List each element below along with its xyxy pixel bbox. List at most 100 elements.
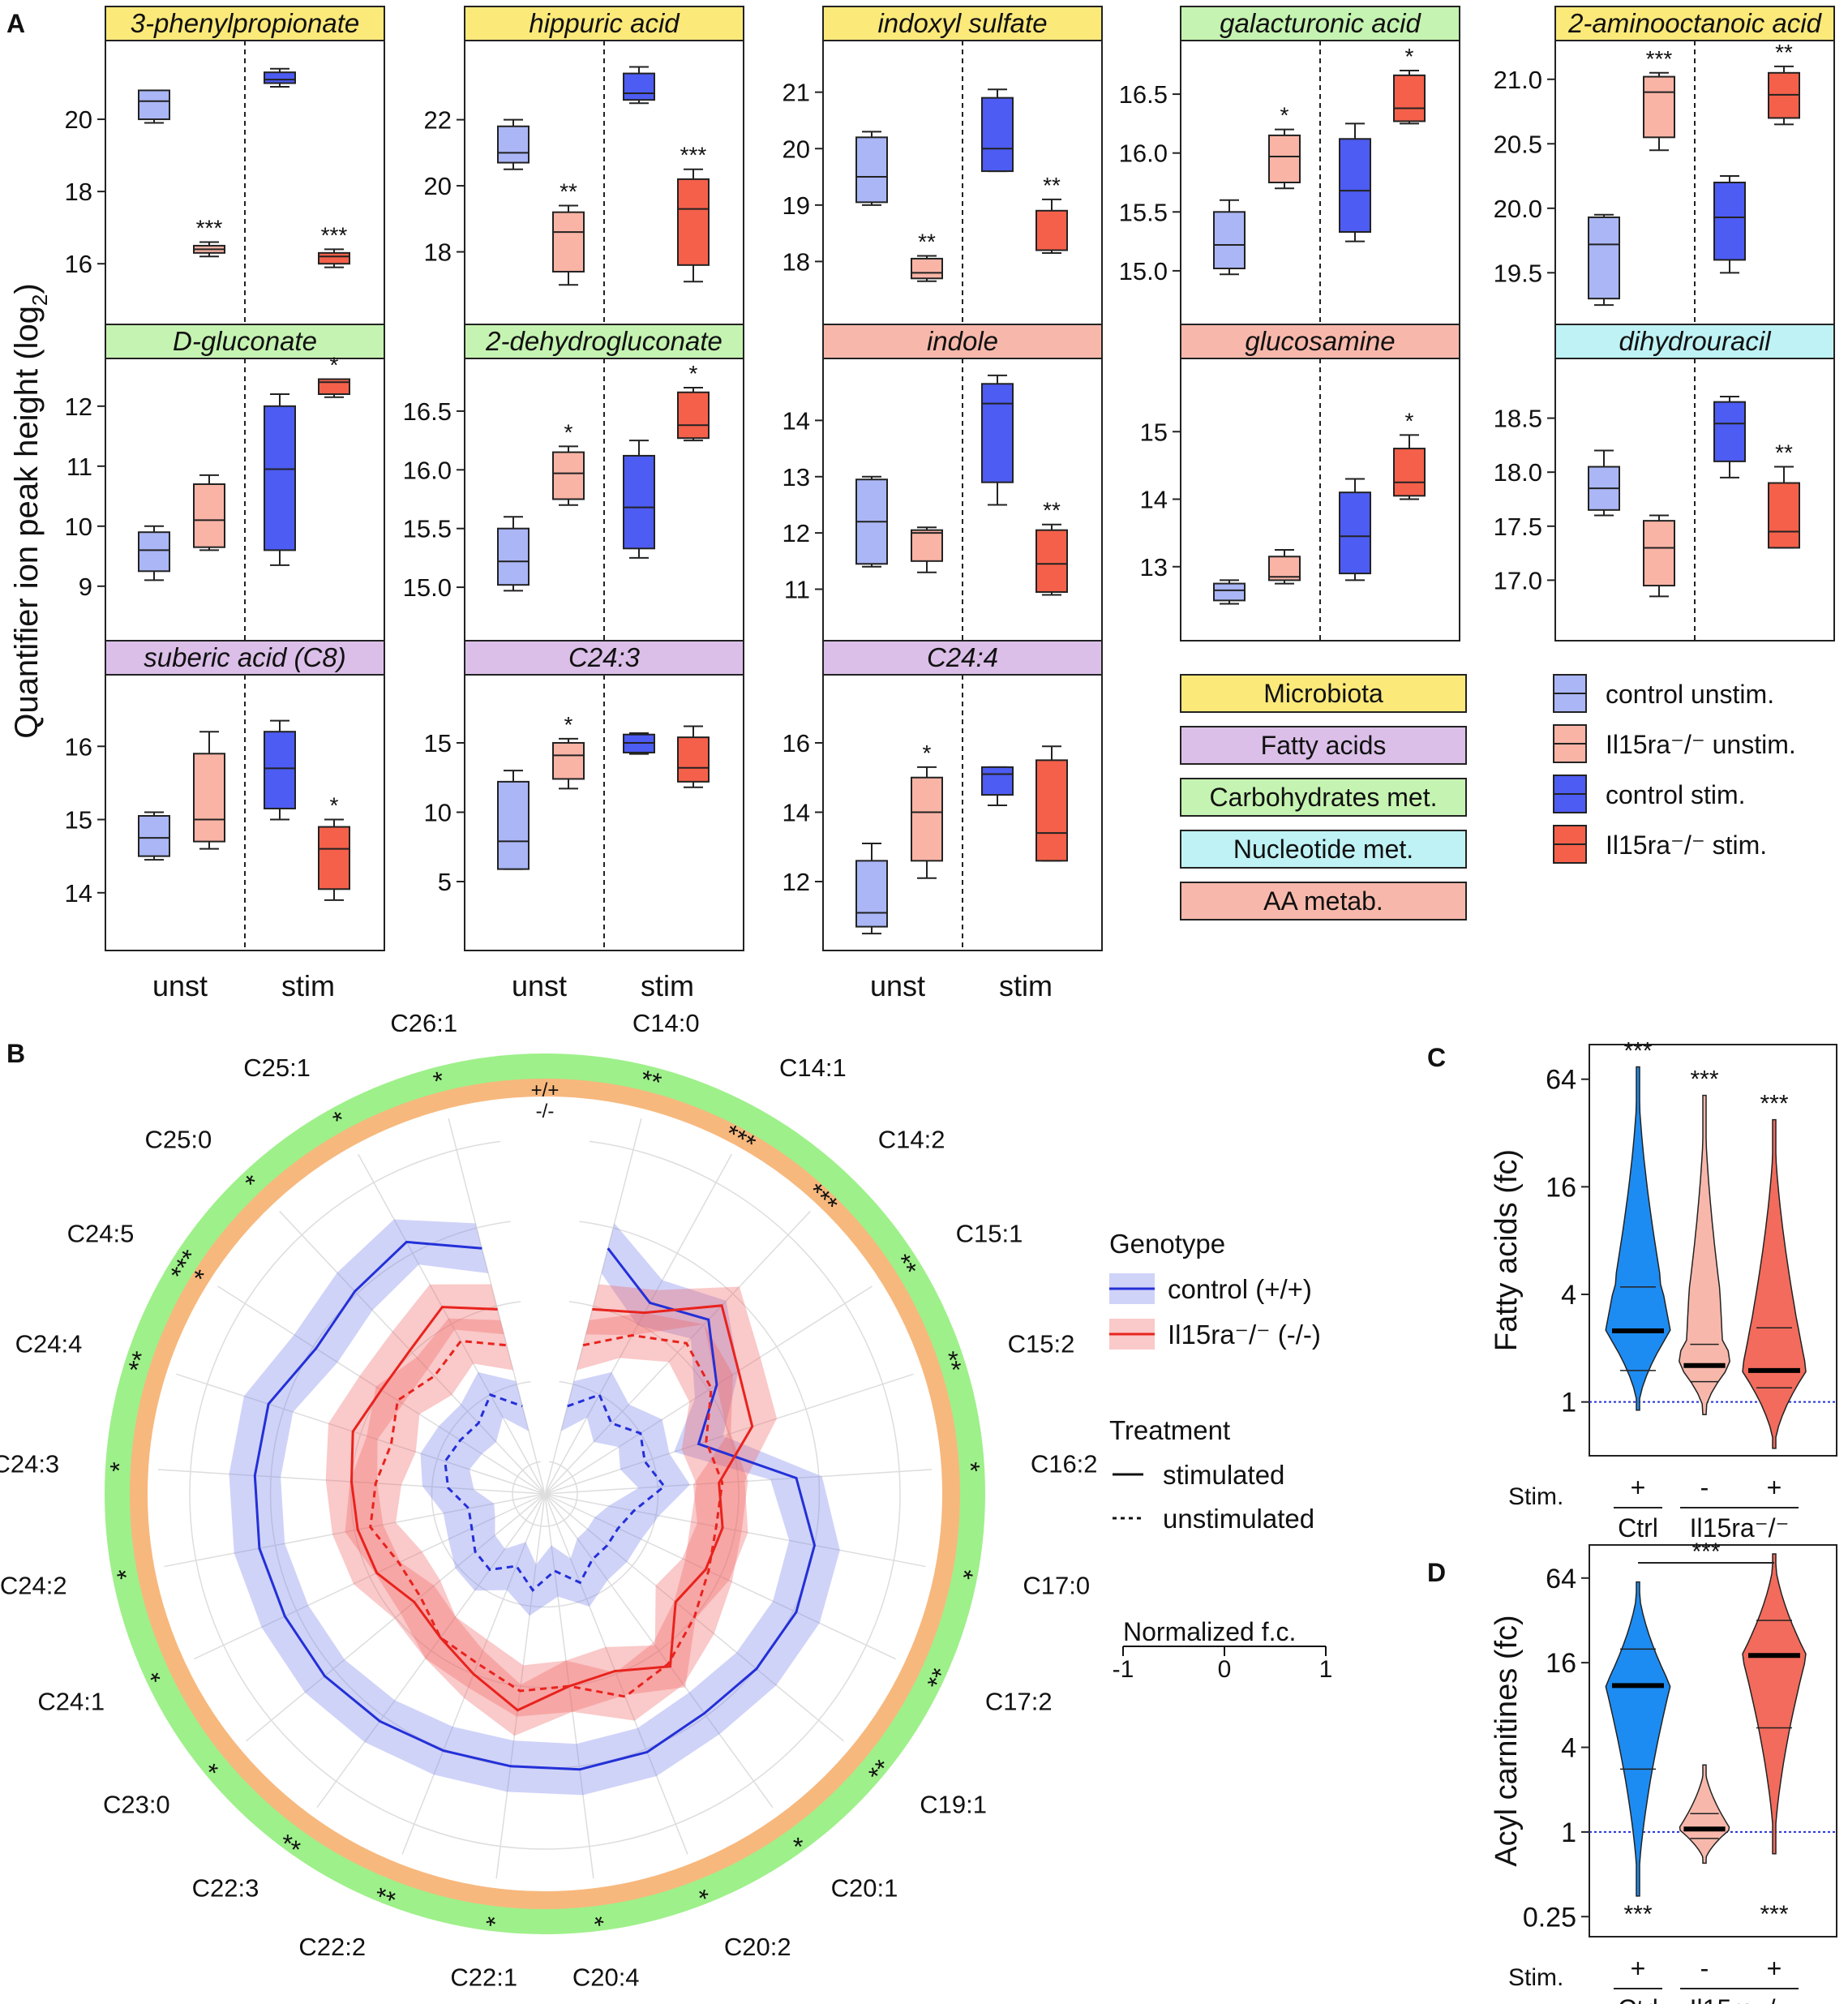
box-body xyxy=(138,89,170,121)
y-tick-label: 14 xyxy=(783,406,810,435)
radar-axis-label: C14:1 xyxy=(779,1053,847,1082)
violin-frame xyxy=(1589,1044,1837,1457)
x-label-unst: unst xyxy=(870,969,925,1002)
legend-category-box xyxy=(1180,674,1467,713)
group-label-ko: Il15ra⁻/⁻ xyxy=(1690,1994,1790,2004)
violin-y-axis-label: Acyl carnitines (fc) xyxy=(1490,1615,1524,1866)
x-label-stim: stim xyxy=(641,969,694,1002)
box-body xyxy=(855,136,888,204)
y-tick-label: 1 xyxy=(1561,1388,1576,1418)
significance-stars: * xyxy=(330,793,339,818)
violin-body xyxy=(1605,1581,1671,1897)
significance-stars: *** xyxy=(321,222,348,247)
y-tick-label: 9 xyxy=(79,573,92,601)
radar-spoke xyxy=(164,1493,546,1568)
radar-axis-label: C24:1 xyxy=(37,1687,105,1715)
y-tick-label: 20 xyxy=(783,135,810,163)
boxplot-title-strip xyxy=(105,640,385,676)
significance-stars: * xyxy=(564,712,573,737)
box-body xyxy=(1268,134,1301,183)
radar-spoke xyxy=(544,1118,642,1495)
box-body xyxy=(138,531,170,573)
radar-spoke xyxy=(448,1118,546,1495)
box-body xyxy=(497,125,530,164)
legend-category-label: Nucleotide met. xyxy=(1233,835,1413,864)
legend-group-label: Il15ra⁻/⁻ stim. xyxy=(1606,830,1767,860)
significance-stars: *** xyxy=(1646,46,1673,71)
significance-stars: ** xyxy=(1775,40,1793,65)
y-tick-label: 64 xyxy=(1546,1564,1576,1594)
radar-axis-label: C24:3 xyxy=(0,1449,59,1478)
radar-axis-label: C15:1 xyxy=(956,1220,1023,1248)
radar-axis-label: C20:4 xyxy=(572,1963,640,1991)
significance-stars: * xyxy=(330,353,339,378)
group-label-ctrl: Ctrl xyxy=(1618,1994,1658,2004)
radar-axis-label: C24:4 xyxy=(15,1330,83,1358)
box-body xyxy=(552,741,585,780)
radar-spoke xyxy=(544,1493,774,1809)
boxplot-title-strip xyxy=(1554,324,1835,359)
radar-axis-label: C25:0 xyxy=(145,1126,212,1154)
y-tick-label: 22 xyxy=(424,106,452,135)
panel-letter-a: A xyxy=(6,9,25,38)
legend-scale-title: Normalized f.c. xyxy=(1123,1617,1296,1646)
legend-scale-tick-label: 1 xyxy=(1319,1656,1333,1683)
y-tick-label: 16.5 xyxy=(1119,80,1168,109)
significance-stars: *** xyxy=(680,143,707,168)
y-tick-label: 15.5 xyxy=(1119,198,1168,226)
stim-mark: + xyxy=(1767,1473,1782,1502)
boxplot-title: C24:3 xyxy=(568,642,641,672)
box-body xyxy=(855,860,888,928)
legend-category-box xyxy=(1180,778,1467,817)
box-body xyxy=(264,405,296,551)
radar-spoke xyxy=(544,1285,873,1495)
box-body xyxy=(318,251,350,265)
boxplot-title: glucosamine xyxy=(1245,326,1395,356)
radar-spoke xyxy=(544,1373,914,1495)
box-body xyxy=(1339,138,1371,233)
stim-label: Stim. xyxy=(1508,1964,1563,1991)
box-body xyxy=(677,736,710,783)
y-tick-label: 0.25 xyxy=(1523,1902,1576,1933)
radar-axis-label: C15:2 xyxy=(1008,1330,1075,1358)
y-tick-label: 64 xyxy=(1546,1065,1576,1096)
radar-ring-label-outer: +/+ xyxy=(531,1079,560,1101)
y-tick-label: 4 xyxy=(1561,1280,1576,1311)
significance-stars: * xyxy=(1280,103,1289,128)
box-body xyxy=(911,529,943,562)
box-body xyxy=(1035,529,1068,593)
box-body xyxy=(193,483,225,548)
box-body xyxy=(1643,75,1675,139)
radar-spoke xyxy=(176,1373,546,1495)
radar-axis-label: C25:1 xyxy=(243,1053,311,1082)
box-body xyxy=(318,826,350,890)
legend-category-box xyxy=(1180,726,1467,765)
radar-axis-label: C16:2 xyxy=(1031,1449,1098,1478)
y-tick-label: 16 xyxy=(783,729,810,757)
radar-axis-label: C26:1 xyxy=(390,1009,457,1037)
y-tick-label: 18.5 xyxy=(1494,405,1542,433)
y-tick-label: 15.0 xyxy=(403,573,452,602)
y-tick-label: 10 xyxy=(424,799,452,827)
box-body xyxy=(1393,74,1426,122)
y-tick-label: 15 xyxy=(65,806,92,835)
violin-body xyxy=(1742,1118,1807,1449)
legend-category-label: AA metab. xyxy=(1263,886,1383,916)
y-tick-label: 17.0 xyxy=(1494,566,1542,594)
box-body xyxy=(677,178,710,266)
legend-scale-tick-label: -1 xyxy=(1113,1656,1134,1683)
panel-letter-b: B xyxy=(6,1039,25,1068)
radar-axis-label: C24:5 xyxy=(67,1220,135,1248)
violin-frame xyxy=(1589,1544,1837,1937)
box-body xyxy=(1213,582,1246,602)
y-tick-label: 21 xyxy=(783,79,810,107)
x-label-unst: unst xyxy=(152,969,208,1002)
radar-spoke xyxy=(495,1493,546,1879)
stim-mark: + xyxy=(1631,1473,1646,1502)
panel-a-y-axis-label: Quantifier ion peak height (log2) xyxy=(9,283,52,738)
radar-axis-label: C22:2 xyxy=(298,1933,366,1961)
bracket-star: *** xyxy=(1691,1538,1720,1565)
panel-c: 1 4 16 64 Fatty acids (fc) *** *** *** Stim. + - + C… xyxy=(1490,1038,1837,1543)
radar-spoke xyxy=(194,1493,546,1660)
